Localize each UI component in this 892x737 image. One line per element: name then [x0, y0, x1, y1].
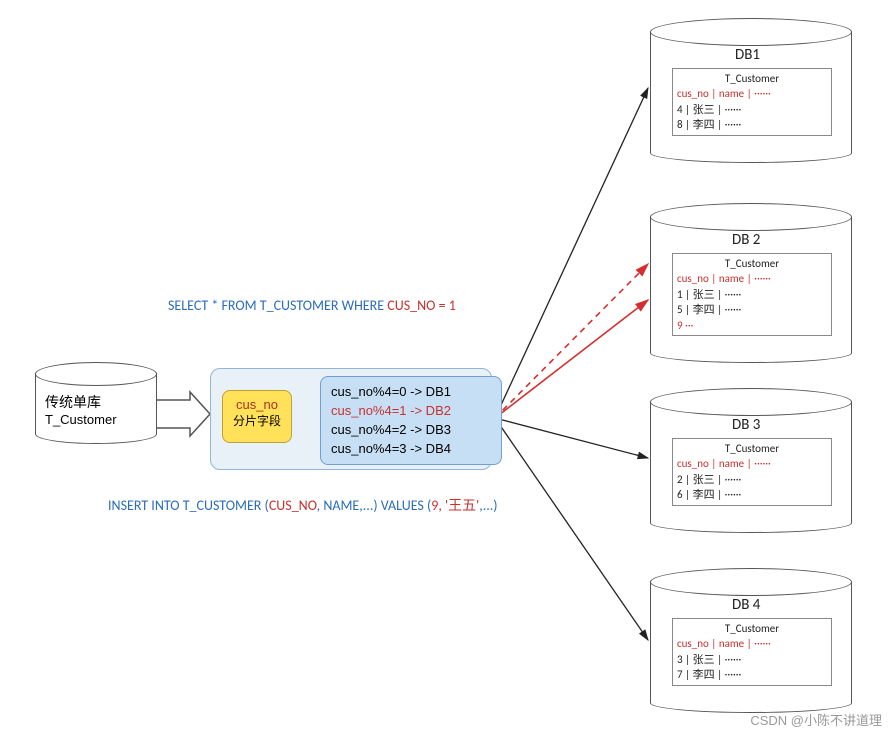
db3-cylinder-top — [650, 388, 852, 416]
db2-table-title: T_Customer — [677, 256, 827, 271]
rule-2: cus_no%4=2 -> DB3 — [331, 421, 491, 440]
rule-3: cus_no%4=3 -> DB4 — [331, 440, 491, 459]
db1-table-header: cus_no | name | ······ — [677, 86, 827, 101]
arrow-to-db1 — [495, 88, 648, 418]
sql-insert-p2: , NAME,...) VALUES ( — [317, 497, 432, 514]
db2-row-0: 1 | 张三 | ······ — [677, 287, 827, 302]
db2-row-2: 9 ··· — [677, 318, 827, 333]
shard-key-line2: 分片字段 — [223, 412, 291, 429]
db3-row-0: 2 | 张三 | ······ — [677, 472, 827, 487]
db4-row-0: 3 | 张三 | ······ — [677, 652, 827, 667]
db2-label: DB 2 — [732, 231, 760, 249]
sql-select-prefix: SELECT * FROM T_CUSTOMER WHERE — [168, 297, 387, 314]
arrow-to-db2-solid — [495, 300, 648, 418]
shard-key-box: cus_no 分片字段 — [222, 390, 292, 443]
db2-table-header: cus_no | name | ······ — [677, 271, 827, 286]
db1-table-title: T_Customer — [677, 71, 827, 86]
arrow-to-db3 — [495, 418, 648, 458]
sql-insert-r2: 9, '王五' — [431, 497, 479, 514]
sql-insert-p1: INSERT INTO T_CUSTOMER ( — [108, 497, 269, 514]
block-arrow-icon — [156, 392, 210, 436]
db3-table: T_Customer cus_no | name | ······ 2 | 张三… — [672, 438, 832, 506]
source-db-label2: T_Customer — [45, 412, 117, 427]
db1-row-0: 4 | 张三 | ······ — [677, 102, 827, 117]
db3-table-header: cus_no | name | ······ — [677, 456, 827, 471]
source-db-cylinder-top — [35, 362, 157, 386]
arrow-to-db2-dashed — [495, 264, 648, 418]
sql-select-text: SELECT * FROM T_CUSTOMER WHERE CUS_NO = … — [168, 297, 456, 314]
source-db-label1: 传统单库 — [45, 392, 101, 412]
db1-cylinder-top — [650, 18, 852, 46]
sql-insert-text: INSERT INTO T_CUSTOMER (CUS_NO, NAME,...… — [108, 495, 498, 515]
db4-cylinder-top — [650, 568, 852, 596]
db4-table-header: cus_no | name | ······ — [677, 636, 827, 651]
db4-label: DB 4 — [732, 596, 760, 614]
db1-table: T_Customer cus_no | name | ······ 4 | 张三… — [672, 68, 832, 136]
db3-row-1: 6 | 李四 | ······ — [677, 487, 827, 502]
shard-key-line1: cus_no — [223, 397, 291, 412]
db2-row-1: 5 | 李四 | ······ — [677, 302, 827, 317]
routing-rules-box: cus_no%4=0 -> DB1 cus_no%4=1 -> DB2 cus_… — [320, 376, 502, 465]
db1-row-1: 8 | 李四 | ······ — [677, 117, 827, 132]
db2-table: T_Customer cus_no | name | ······ 1 | 张三… — [672, 253, 832, 336]
rule-0: cus_no%4=0 -> DB1 — [331, 383, 491, 402]
db1-label: DB1 — [735, 46, 760, 64]
db4-table-title: T_Customer — [677, 621, 827, 636]
rule-1: cus_no%4=1 -> DB2 — [331, 402, 491, 421]
db2-cylinder-top — [650, 203, 852, 231]
db4-table: T_Customer cus_no | name | ······ 3 | 张三… — [672, 618, 832, 686]
arrow-to-db4 — [495, 418, 648, 640]
watermark-text: CSDN @小陈不讲道理 — [750, 710, 882, 729]
db3-label: DB 3 — [732, 416, 760, 434]
sql-insert-r1: CUS_NO — [269, 497, 317, 514]
db4-row-1: 7 | 李四 | ······ — [677, 667, 827, 682]
db3-table-title: T_Customer — [677, 441, 827, 456]
sql-select-red: CUS_NO = 1 — [387, 297, 456, 314]
sql-insert-p3: ,...) — [479, 497, 497, 514]
